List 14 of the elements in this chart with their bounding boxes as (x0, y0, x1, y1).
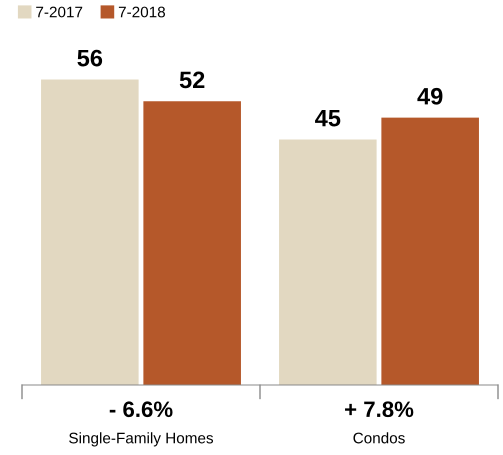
legend-label: 7-2017 (36, 6, 82, 18)
x-tick-label: Single-Family Homes (69, 432, 214, 446)
data-label: 49 (417, 88, 442, 105)
legend-label: 7-2018 (118, 6, 166, 18)
data-label: 45 (315, 110, 340, 126)
bar (143, 101, 241, 385)
bar (279, 139, 377, 385)
text: + 7.8% (345, 401, 414, 418)
x-tick-label: Condos (353, 432, 405, 444)
data-label: 52 (180, 72, 204, 88)
bar (381, 118, 479, 385)
text: - 6.6% (110, 401, 173, 418)
data-label: 56 (77, 50, 102, 66)
bar (41, 79, 139, 385)
